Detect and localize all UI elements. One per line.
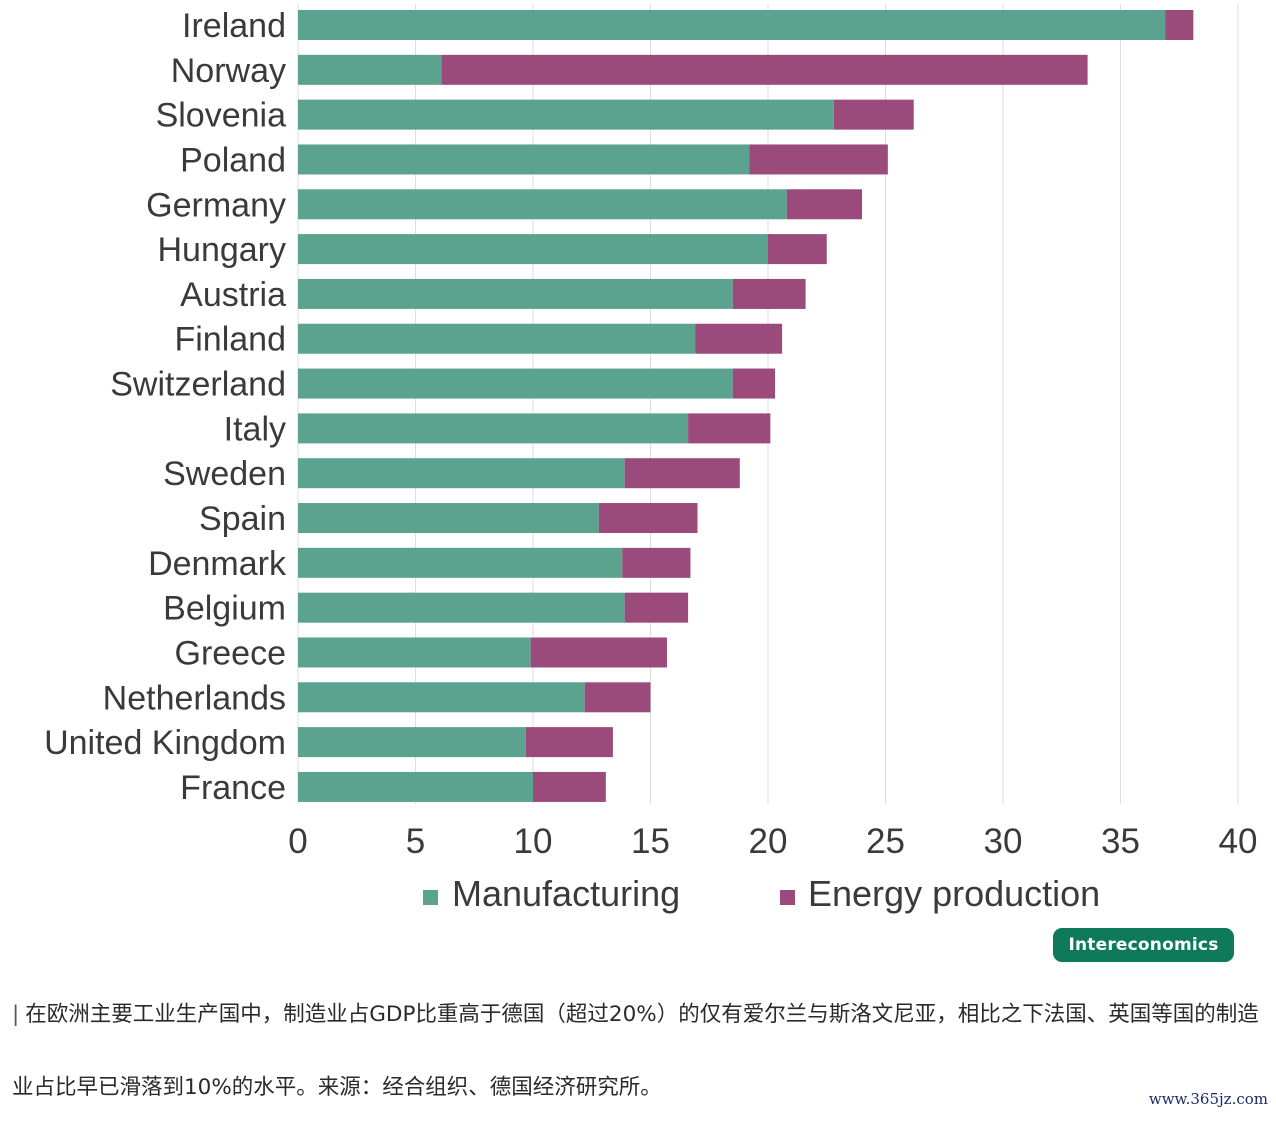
bar-manufacturing (298, 368, 733, 399)
bar-energy-production (624, 592, 689, 623)
category-label: Finland (174, 321, 286, 359)
category-label: Norway (171, 52, 286, 90)
bar-manufacturing (298, 458, 625, 489)
bar-manufacturing (298, 503, 599, 534)
bar-energy-production (732, 368, 776, 399)
x-tick-label: 0 (288, 822, 307, 861)
legend-label: Energy production (808, 873, 1100, 914)
bar-energy-production (786, 189, 862, 220)
x-tick-label: 35 (1101, 822, 1140, 861)
bar-manufacturing (298, 682, 585, 713)
bar-manufacturing (298, 189, 787, 220)
category-label: Netherlands (103, 679, 286, 717)
bar-energy-production (833, 99, 914, 130)
bar-energy-production (530, 637, 667, 668)
figure-caption: | 在欧洲主要工业生产国中，制造业占GDP比重高于德国（超过20%）的仅有爱尔兰与… (12, 978, 1268, 1124)
category-label: Denmark (148, 545, 287, 583)
legend-label: Manufacturing (452, 873, 680, 914)
watermark: www.365jz.com (1148, 1090, 1268, 1108)
category-label: Greece (175, 634, 287, 672)
category-label: Poland (180, 141, 286, 179)
x-tick-label: 20 (749, 822, 788, 861)
bar-manufacturing (298, 727, 526, 758)
bar-manufacturing (298, 592, 625, 623)
category-label: Sweden (163, 455, 286, 493)
bar-energy-production (768, 234, 827, 265)
stacked-bar-chart: Ireland Norway Slovenia Poland Germany Hungar… (44, 4, 1258, 914)
bar-energy-production (598, 503, 698, 534)
bar-energy-production (622, 547, 691, 578)
caption-bar: | (12, 1002, 20, 1027)
publisher-badge: Intereconomics (1053, 928, 1234, 962)
caption-text: 在欧洲主要工业生产国中，制造业占GDP比重高于德国（超过20%）的仅有爱尔兰与斯… (12, 1002, 1259, 1100)
x-tick-label: 5 (406, 822, 425, 861)
bar-energy-production (533, 771, 606, 802)
bar-manufacturing (298, 99, 834, 130)
bar-manufacturing (298, 54, 442, 85)
bar-energy-production (749, 144, 888, 175)
publisher-badge-label: Intereconomics (1068, 935, 1219, 955)
bar-energy-production (688, 413, 771, 444)
legend-swatch (423, 890, 438, 905)
bar-manufacturing (298, 10, 1166, 40)
category-label: United Kingdom (44, 724, 286, 762)
x-tick-label: 10 (514, 822, 553, 861)
bar-manufacturing (298, 547, 623, 578)
bar-manufacturing (298, 234, 768, 265)
bar-energy-production (695, 323, 783, 354)
category-label: Germany (146, 186, 286, 224)
category-label: Switzerland (110, 366, 286, 404)
x-tick-label: 25 (866, 822, 905, 861)
category-label: Austria (180, 276, 286, 314)
bar-manufacturing (298, 771, 533, 802)
category-label: Spain (199, 500, 286, 538)
bar-manufacturing (298, 413, 689, 444)
bar-energy-production (584, 682, 651, 713)
bar-energy-production (441, 54, 1088, 85)
legend-swatch (780, 890, 795, 905)
bar-energy-production (1165, 10, 1194, 40)
bar-manufacturing (298, 278, 733, 309)
bar-energy-production (624, 458, 740, 489)
bar-manufacturing (298, 323, 696, 354)
category-label: Slovenia (156, 97, 287, 135)
x-tick-label: 40 (1219, 822, 1258, 861)
x-tick-label: 30 (984, 822, 1023, 861)
category-label: Hungary (157, 231, 286, 269)
bar-energy-production (525, 727, 613, 758)
bar-manufacturing (298, 637, 531, 668)
bar-manufacturing (298, 144, 750, 175)
bar-energy-production (732, 278, 806, 309)
category-label: France (180, 769, 286, 807)
x-tick-label: 15 (631, 822, 670, 861)
category-label: Belgium (163, 590, 286, 628)
category-label: Italy (224, 410, 286, 448)
category-label: Ireland (182, 7, 286, 45)
